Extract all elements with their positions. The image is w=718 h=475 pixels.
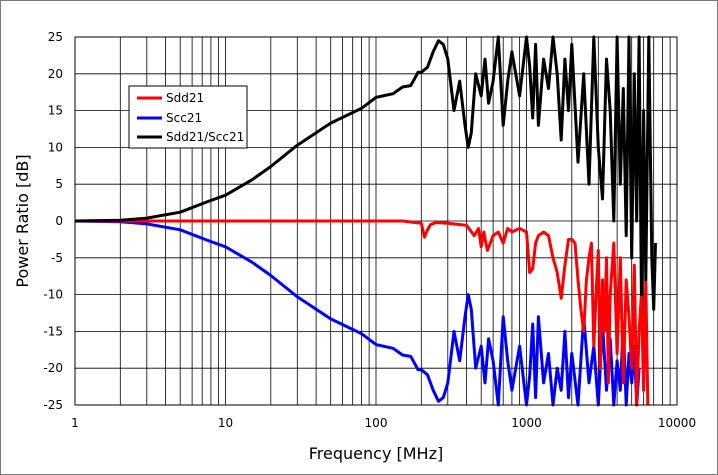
- x-tick-label: 10000: [658, 416, 696, 430]
- y-tick-label: 25: [48, 30, 63, 44]
- legend-label-ratio: Sdd21/Scc21: [166, 130, 244, 144]
- y-tick-label: 20: [48, 67, 63, 81]
- y-tick-label: 10: [48, 140, 63, 154]
- y-tick-label: -20: [43, 361, 63, 375]
- series-line-sdd21-scc21: [74, 35, 657, 311]
- y-tick-label: -25: [43, 398, 63, 412]
- plot-border: [74, 36, 678, 406]
- legend-label-sdd21: Sdd21: [166, 91, 204, 105]
- series-line-sdd21: [75, 219, 650, 407]
- y-tick-label: -10: [43, 288, 63, 302]
- x-tick-label: 10: [218, 416, 233, 430]
- x-tick-label: 100: [365, 416, 388, 430]
- x-tick-label: 1000: [511, 416, 542, 430]
- x-tick-label: 1: [71, 416, 79, 430]
- legend: Sdd21 Scc21 Sdd21/Scc21: [128, 85, 248, 149]
- tick-labels: 1 10 100 1000 10000 25 20 15 10 5 0 -5 -10 -15 -20 -25: [43, 30, 696, 430]
- y-tick-label: 5: [55, 177, 63, 191]
- legend-label-scc21: Scc21: [166, 111, 202, 125]
- y-axis-title: Power Ratio [dB]: [13, 154, 32, 287]
- y-tick-label: 0: [55, 214, 63, 228]
- x-axis-title: Frequency [MHz]: [309, 444, 443, 463]
- series-line-scc21: [74, 219, 641, 407]
- y-tick-label: -15: [43, 324, 63, 338]
- y-tick-label: 15: [48, 104, 63, 118]
- y-tick-label: -5: [51, 251, 63, 265]
- series-layer: [74, 35, 657, 407]
